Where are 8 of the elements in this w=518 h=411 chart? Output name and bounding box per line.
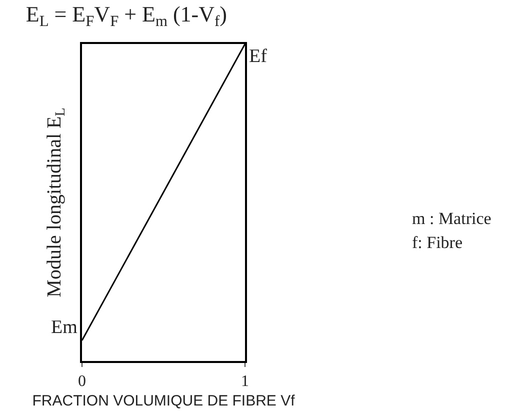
x-axis-title: FRACTION VOLUMIQUE DE FIBRE Vf — [32, 392, 296, 410]
text: f: Fibre — [412, 233, 463, 252]
x-tick-label: 0 — [78, 372, 86, 390]
annotation: Em — [51, 317, 78, 338]
annotation: Ef — [249, 46, 268, 67]
x-tick-label: 1 — [241, 372, 249, 390]
text: m : Matrice — [412, 209, 492, 228]
chart-title: E$_{L}$ = E$_{F}$V$_{F}$ + E$_{m}$ (1-V$_{f}$) — [26, 2, 227, 30]
